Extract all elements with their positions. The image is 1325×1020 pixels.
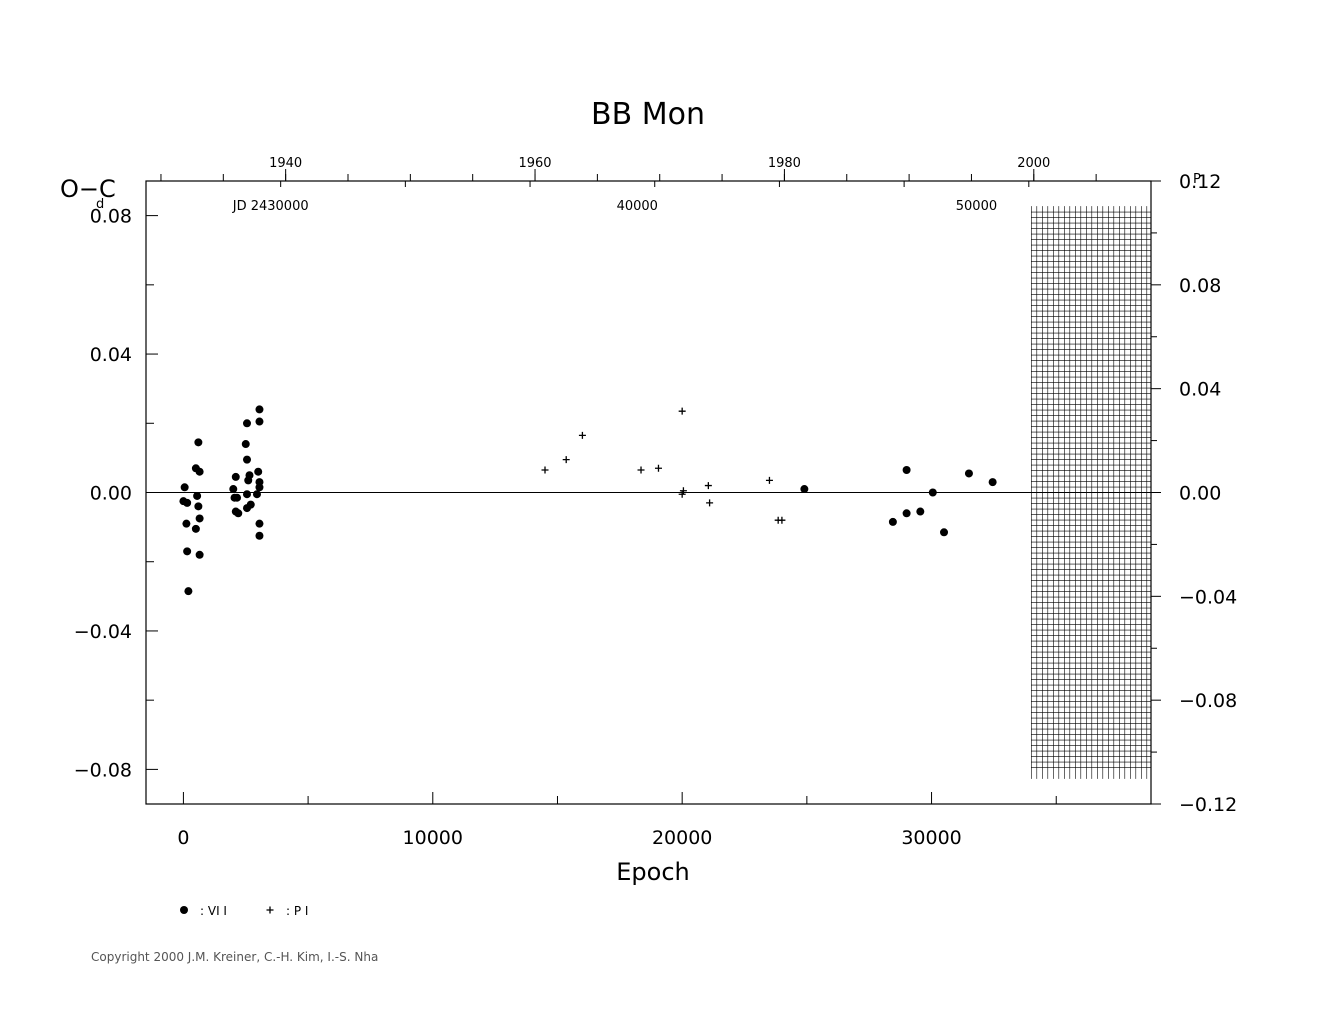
data-point-dot — [902, 466, 911, 475]
data-point-dot — [254, 467, 263, 476]
data-point-dot — [184, 587, 193, 596]
data-point-dot — [231, 472, 240, 481]
axis-ticks: 0 10000 20000 30000 1940 1960 1980 2000 JD 24300… — [74, 156, 1237, 849]
year-tick-label: 1940 — [269, 156, 302, 171]
data-point-dot — [255, 519, 264, 528]
data-point-plus — [706, 499, 714, 507]
y2-tick-label: 0.04 — [1179, 379, 1221, 401]
x-tick-label: 30000 — [901, 827, 961, 849]
chart-title: BB Mon — [591, 97, 705, 132]
plot-area: 0 10000 20000 30000 1940 1960 1980 2000 JD 24300… — [74, 156, 1237, 849]
data-point-dot — [928, 488, 937, 497]
data-point-dot — [244, 476, 253, 485]
y-axis-unit: d — [96, 197, 104, 212]
data-point-dot — [195, 550, 204, 559]
data-point-plus — [679, 487, 687, 495]
data-point-dot — [182, 519, 191, 528]
data-point-plus — [778, 516, 786, 524]
year-tick-label: 1960 — [518, 156, 551, 171]
x-tick-label: 10000 — [403, 827, 463, 849]
data-point-dot — [194, 502, 203, 511]
y2-tick-label: −0.08 — [1179, 690, 1237, 712]
data-point-dot — [964, 469, 973, 478]
data-point-dot — [888, 517, 897, 526]
x-axis-title: Epoch — [616, 858, 690, 886]
data-point-plus — [678, 407, 686, 415]
data-point-dot — [916, 507, 925, 516]
data-point-dot — [255, 483, 264, 492]
y-tick-label: 0.00 — [90, 483, 132, 505]
data-point-dot — [800, 485, 809, 494]
y2-tick-label: −0.04 — [1179, 586, 1237, 608]
y-axis-title: O−C — [60, 175, 116, 203]
year-tick-label: 1980 — [768, 156, 801, 171]
legend: : VI I : P I — [180, 904, 308, 918]
year-tick-label: 2000 — [1017, 156, 1050, 171]
y2-tick-label: 0.12 — [1179, 171, 1221, 193]
data-point-plus — [765, 476, 773, 484]
data-point-dot — [234, 509, 243, 518]
data-points — [179, 405, 997, 596]
copyright-text: Copyright 2000 J.M. Kreiner, C.-H. Kim, … — [91, 950, 378, 964]
y2-tick-label: 0.00 — [1179, 483, 1221, 505]
data-point-dot — [193, 491, 202, 500]
data-point-dot — [242, 504, 251, 513]
data-point-dot — [233, 493, 242, 502]
legend-label: : VI I — [200, 904, 227, 918]
data-point-dot — [242, 419, 251, 428]
data-point-dot — [195, 467, 204, 476]
data-point-plus — [637, 466, 645, 474]
data-point-dot — [940, 528, 949, 537]
x-tick-label: 20000 — [652, 827, 712, 849]
data-point-plus — [578, 431, 586, 439]
legend-plus-marker — [266, 906, 274, 914]
data-point-plus — [562, 456, 570, 464]
data-point-dot — [255, 405, 264, 414]
data-point-dot — [229, 485, 238, 494]
y-tick-label: −0.04 — [74, 621, 132, 643]
y-tick-label: 0.04 — [90, 344, 132, 366]
data-point-dot — [241, 440, 250, 449]
data-point-plus — [654, 464, 662, 472]
data-point-dot — [180, 483, 189, 492]
data-point-plus — [541, 466, 549, 474]
data-point-dot — [988, 478, 997, 487]
data-point-dot — [194, 438, 203, 447]
data-point-plus — [678, 490, 686, 498]
y2-tick-label: −0.12 — [1179, 794, 1237, 816]
y2-tick-label: 0.08 — [1179, 275, 1221, 297]
data-point-dot — [242, 455, 251, 464]
data-point-dot — [183, 547, 192, 556]
data-point-dot — [255, 417, 264, 426]
y2-axis-unit: P — [1193, 172, 1201, 187]
data-point-dot — [183, 498, 192, 507]
data-point-dot — [252, 490, 261, 499]
data-point-plus — [704, 482, 712, 490]
legend-label: : P I — [286, 904, 308, 918]
jd-label: 40000 — [617, 199, 658, 214]
data-point-dot — [191, 524, 200, 533]
data-point-dot — [902, 509, 911, 518]
y-axis-label: O−C d — [60, 175, 116, 212]
data-point-dot — [255, 531, 264, 540]
y-tick-label: −0.08 — [74, 759, 132, 781]
jd-label: 50000 — [956, 199, 997, 214]
y-tick-label: 0.08 — [90, 206, 132, 228]
data-point-dot — [195, 514, 204, 523]
jd-label: JD 2430000 — [232, 199, 309, 214]
x-tick-label: 0 — [177, 827, 189, 849]
legend-dot-marker — [180, 906, 188, 914]
data-point-dot — [242, 490, 251, 499]
